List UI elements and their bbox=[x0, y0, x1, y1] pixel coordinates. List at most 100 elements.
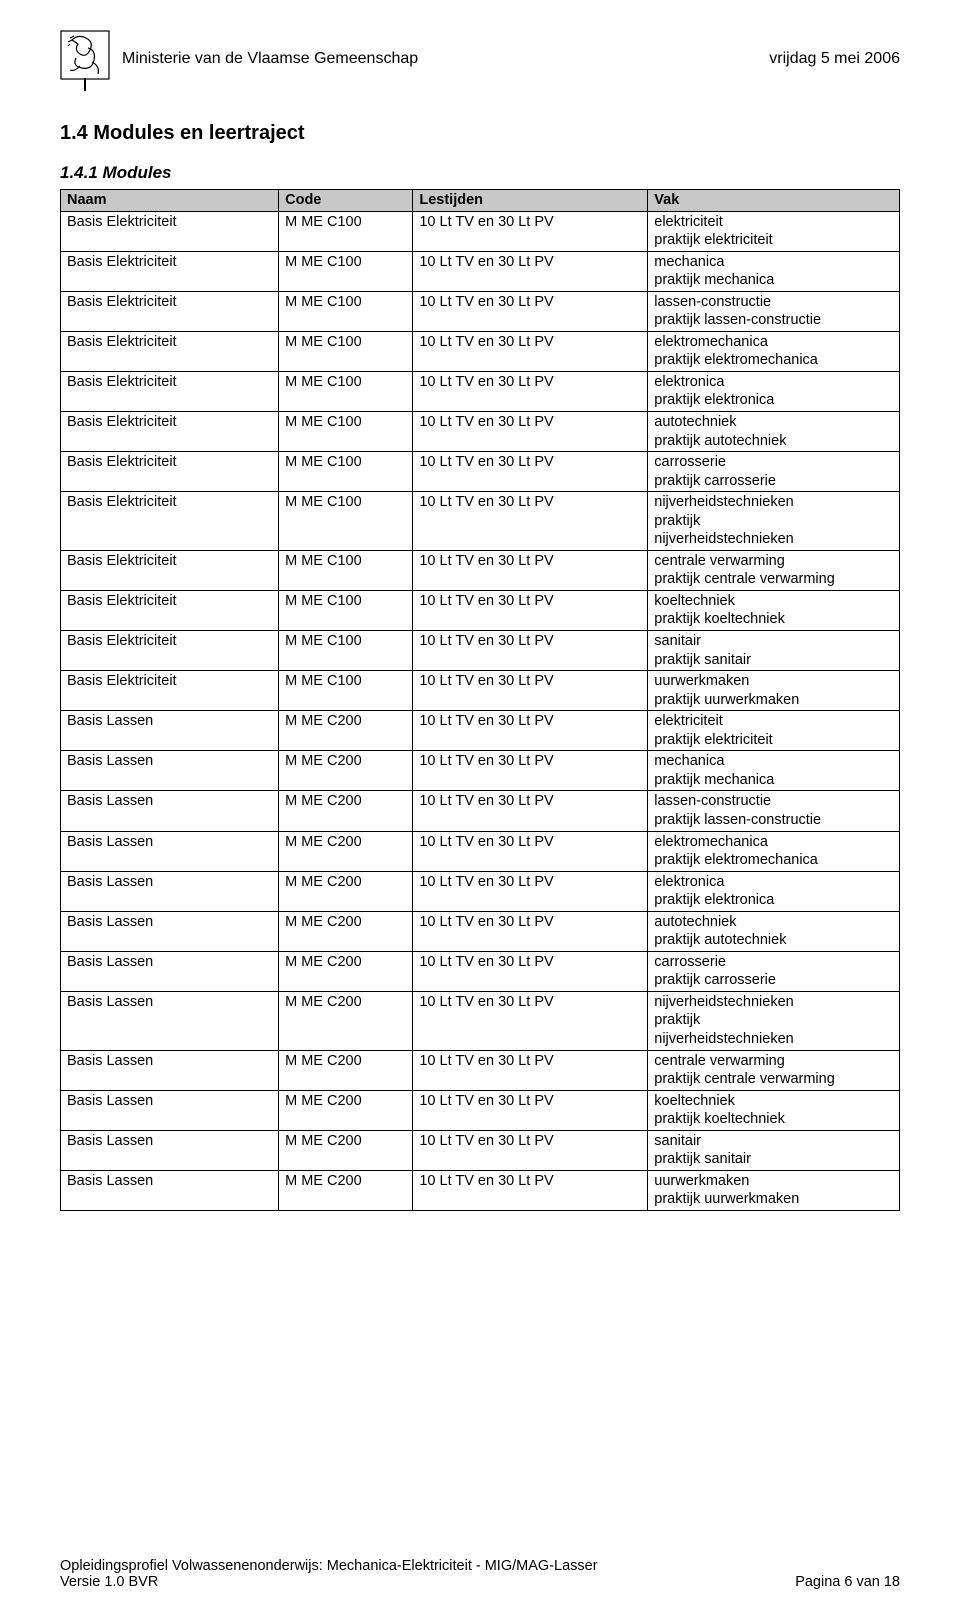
cell-naam: Basis Lassen bbox=[61, 951, 279, 991]
cell-vak: sanitair praktijk sanitair bbox=[648, 1130, 900, 1170]
subsection-heading: 1.4.1 Modules bbox=[60, 163, 900, 183]
cell-lestijden: 10 Lt TV en 30 Lt PV bbox=[413, 211, 648, 251]
cell-naam: Basis Elektriciteit bbox=[61, 211, 279, 251]
cell-lestijden: 10 Lt TV en 30 Lt PV bbox=[413, 412, 648, 452]
cell-code: M ME C200 bbox=[279, 831, 413, 871]
cell-lestijden: 10 Lt TV en 30 Lt PV bbox=[413, 871, 648, 911]
cell-naam: Basis Lassen bbox=[61, 871, 279, 911]
cell-code: M ME C100 bbox=[279, 331, 413, 371]
cell-vak: autotechniek praktijk autotechniek bbox=[648, 911, 900, 951]
table-row: Basis LassenM ME C20010 Lt TV en 30 Lt P… bbox=[61, 1170, 900, 1210]
page-footer: Opleidingsprofiel Volwassenenonderwijs: … bbox=[60, 1558, 900, 1590]
cell-vak: centrale verwarming praktijk centrale ve… bbox=[648, 1050, 900, 1090]
cell-code: M ME C200 bbox=[279, 951, 413, 991]
table-row: Basis ElektriciteitM ME C10010 Lt TV en … bbox=[61, 412, 900, 452]
cell-code: M ME C100 bbox=[279, 291, 413, 331]
cell-code: M ME C200 bbox=[279, 1170, 413, 1210]
cell-code: M ME C100 bbox=[279, 371, 413, 411]
cell-vak: uurwerkmaken praktijk uurwerkmaken bbox=[648, 1170, 900, 1210]
cell-vak: elektromechanica praktijk elektromechani… bbox=[648, 831, 900, 871]
cell-lestijden: 10 Lt TV en 30 Lt PV bbox=[413, 911, 648, 951]
cell-code: M ME C100 bbox=[279, 211, 413, 251]
cell-naam: Basis Lassen bbox=[61, 711, 279, 751]
cell-lestijden: 10 Lt TV en 30 Lt PV bbox=[413, 831, 648, 871]
document-page: Ministerie van de Vlaamse Gemeenschap vr… bbox=[0, 0, 960, 1620]
table-row: Basis LassenM ME C20010 Lt TV en 30 Lt P… bbox=[61, 1130, 900, 1170]
cell-code: M ME C200 bbox=[279, 1050, 413, 1090]
cell-vak: elektronica praktijk elektronica bbox=[648, 871, 900, 911]
cell-lestijden: 10 Lt TV en 30 Lt PV bbox=[413, 791, 648, 831]
table-row: Basis LassenM ME C20010 Lt TV en 30 Lt P… bbox=[61, 791, 900, 831]
table-header-row: Naam Code Lestijden Vak bbox=[61, 190, 900, 212]
cell-lestijden: 10 Lt TV en 30 Lt PV bbox=[413, 590, 648, 630]
cell-code: M ME C100 bbox=[279, 492, 413, 551]
cell-code: M ME C200 bbox=[279, 1090, 413, 1130]
cell-vak: elektromechanica praktijk elektromechani… bbox=[648, 331, 900, 371]
cell-vak: nijverheidstechnieken praktijk nijverhei… bbox=[648, 492, 900, 551]
section-heading: 1.4 Modules en leertraject bbox=[60, 122, 900, 145]
cell-naam: Basis Lassen bbox=[61, 911, 279, 951]
cell-vak: sanitair praktijk sanitair bbox=[648, 631, 900, 671]
cell-code: M ME C200 bbox=[279, 751, 413, 791]
cell-lestijden: 10 Lt TV en 30 Lt PV bbox=[413, 1170, 648, 1210]
cell-code: M ME C200 bbox=[279, 911, 413, 951]
table-row: Basis ElektriciteitM ME C10010 Lt TV en … bbox=[61, 550, 900, 590]
cell-code: M ME C100 bbox=[279, 251, 413, 291]
cell-lestijden: 10 Lt TV en 30 Lt PV bbox=[413, 751, 648, 791]
table-row: Basis ElektriciteitM ME C10010 Lt TV en … bbox=[61, 211, 900, 251]
cell-code: M ME C200 bbox=[279, 1130, 413, 1170]
cell-lestijden: 10 Lt TV en 30 Lt PV bbox=[413, 1050, 648, 1090]
footer-right: Pagina 6 van 18 bbox=[795, 1574, 900, 1590]
cell-lestijden: 10 Lt TV en 30 Lt PV bbox=[413, 631, 648, 671]
cell-naam: Basis Elektriciteit bbox=[61, 492, 279, 551]
col-naam: Naam bbox=[61, 190, 279, 212]
cell-naam: Basis Elektriciteit bbox=[61, 412, 279, 452]
cell-naam: Basis Elektriciteit bbox=[61, 631, 279, 671]
cell-vak: elektronica praktijk elektronica bbox=[648, 371, 900, 411]
table-row: Basis ElektriciteitM ME C10010 Lt TV en … bbox=[61, 291, 900, 331]
cell-code: M ME C200 bbox=[279, 991, 413, 1050]
cell-lestijden: 10 Lt TV en 30 Lt PV bbox=[413, 711, 648, 751]
cell-naam: Basis Elektriciteit bbox=[61, 550, 279, 590]
table-row: Basis LassenM ME C20010 Lt TV en 30 Lt P… bbox=[61, 751, 900, 791]
cell-vak: elektriciteit praktijk elektriciteit bbox=[648, 211, 900, 251]
cell-lestijden: 10 Lt TV en 30 Lt PV bbox=[413, 1090, 648, 1130]
cell-naam: Basis Elektriciteit bbox=[61, 590, 279, 630]
cell-vak: uurwerkmaken praktijk uurwerkmaken bbox=[648, 671, 900, 711]
cell-lestijden: 10 Lt TV en 30 Lt PV bbox=[413, 951, 648, 991]
org-name: Ministerie van de Vlaamse Gemeenschap bbox=[122, 30, 418, 68]
cell-naam: Basis Elektriciteit bbox=[61, 371, 279, 411]
cell-lestijden: 10 Lt TV en 30 Lt PV bbox=[413, 452, 648, 492]
cell-naam: Basis Elektriciteit bbox=[61, 452, 279, 492]
cell-vak: lassen-constructie praktijk lassen-const… bbox=[648, 791, 900, 831]
cell-vak: elektriciteit praktijk elektriciteit bbox=[648, 711, 900, 751]
cell-lestijden: 10 Lt TV en 30 Lt PV bbox=[413, 550, 648, 590]
cell-vak: nijverheidstechnieken praktijk nijverhei… bbox=[648, 991, 900, 1050]
cell-lestijden: 10 Lt TV en 30 Lt PV bbox=[413, 991, 648, 1050]
cell-lestijden: 10 Lt TV en 30 Lt PV bbox=[413, 371, 648, 411]
table-row: Basis ElektriciteitM ME C10010 Lt TV en … bbox=[61, 671, 900, 711]
cell-naam: Basis Lassen bbox=[61, 1130, 279, 1170]
page-date: vrijdag 5 mei 2006 bbox=[769, 30, 900, 68]
flemish-lion-logo-icon bbox=[60, 30, 110, 92]
table-row: Basis ElektriciteitM ME C10010 Lt TV en … bbox=[61, 452, 900, 492]
cell-lestijden: 10 Lt TV en 30 Lt PV bbox=[413, 1130, 648, 1170]
col-code: Code bbox=[279, 190, 413, 212]
cell-naam: Basis Lassen bbox=[61, 831, 279, 871]
cell-naam: Basis Lassen bbox=[61, 1050, 279, 1090]
table-row: Basis ElektriciteitM ME C10010 Lt TV en … bbox=[61, 631, 900, 671]
table-body: Basis ElektriciteitM ME C10010 Lt TV en … bbox=[61, 211, 900, 1210]
cell-code: M ME C100 bbox=[279, 590, 413, 630]
cell-naam: Basis Lassen bbox=[61, 991, 279, 1050]
table-row: Basis LassenM ME C20010 Lt TV en 30 Lt P… bbox=[61, 951, 900, 991]
page-header: Ministerie van de Vlaamse Gemeenschap vr… bbox=[60, 30, 900, 92]
footer-left: Opleidingsprofiel Volwassenenonderwijs: … bbox=[60, 1558, 598, 1590]
cell-code: M ME C100 bbox=[279, 412, 413, 452]
table-row: Basis ElektriciteitM ME C10010 Lt TV en … bbox=[61, 590, 900, 630]
table-row: Basis LassenM ME C20010 Lt TV en 30 Lt P… bbox=[61, 711, 900, 751]
cell-vak: koeltechniek praktijk koeltechniek bbox=[648, 590, 900, 630]
cell-vak: koeltechniek praktijk koeltechniek bbox=[648, 1090, 900, 1130]
table-row: Basis ElektriciteitM ME C10010 Lt TV en … bbox=[61, 251, 900, 291]
cell-lestijden: 10 Lt TV en 30 Lt PV bbox=[413, 251, 648, 291]
table-row: Basis LassenM ME C20010 Lt TV en 30 Lt P… bbox=[61, 991, 900, 1050]
